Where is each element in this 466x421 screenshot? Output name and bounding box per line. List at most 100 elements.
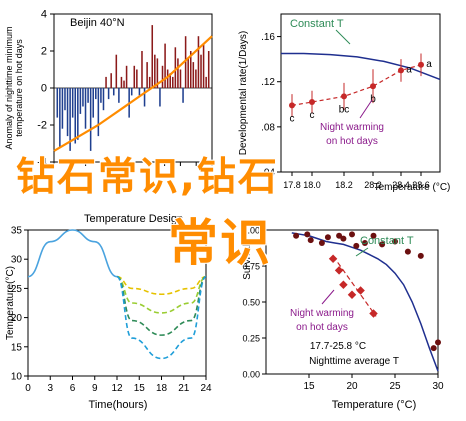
constant-curve	[291, 232, 439, 372]
data-point	[341, 93, 347, 100]
anomaly-bar	[187, 58, 189, 88]
x-tick-label: 17.8	[283, 180, 301, 190]
point-letter: bc	[339, 104, 350, 115]
x-tick-label: 18	[156, 383, 168, 394]
watermark-line2: 常识	[168, 214, 272, 272]
anomaly-bar	[192, 62, 195, 88]
y-tick-label: 0	[41, 83, 47, 95]
range-label: 17.7-25.8 °C	[310, 341, 366, 352]
x-tick-label: 20	[346, 381, 358, 392]
constant-point	[349, 231, 355, 238]
x-tick-label: 18.0	[303, 180, 321, 190]
y-tick-label: .08	[261, 122, 275, 133]
anomaly-bar	[120, 76, 123, 88]
anomaly-bar	[56, 88, 59, 118]
x-tick-label: 21	[178, 383, 190, 394]
x-tick-label: 12	[111, 383, 123, 394]
anomaly-bar	[189, 51, 192, 88]
y-tick-label: -2	[37, 120, 47, 132]
anomaly-bar	[92, 88, 94, 118]
anomaly-bar	[164, 43, 166, 88]
night-arrow	[359, 99, 373, 119]
data-point	[309, 99, 315, 106]
y-tick-label: 0.75	[242, 262, 260, 272]
constant-label: Constant T	[360, 235, 414, 247]
anomaly-bar	[205, 76, 207, 88]
anomaly-bar	[66, 88, 69, 137]
y-tick-label: 30	[11, 255, 23, 266]
constant-arrow	[335, 29, 351, 45]
point-letter: c	[290, 113, 295, 124]
anomaly-bar	[182, 88, 184, 103]
x-tick-label: 18.2	[335, 180, 353, 190]
night-point	[339, 280, 348, 289]
anomaly-bar	[207, 51, 210, 88]
anomaly-bar	[133, 65, 136, 88]
night-curve	[116, 275, 207, 296]
x-tick-label: 28.2	[364, 180, 382, 190]
average-label: Nighttime average T	[309, 356, 399, 367]
anomaly-bar	[166, 69, 169, 88]
y-tick-label: 1.00	[242, 226, 260, 236]
anomaly-bar	[102, 88, 105, 111]
x-tick-label: 3	[47, 383, 53, 394]
constant-point	[336, 232, 343, 239]
constant-point	[307, 237, 314, 244]
night-curve	[116, 275, 207, 336]
y-tick-label: 0.00	[242, 370, 260, 380]
y-tick-label: .16	[261, 32, 275, 43]
point-letter: b	[370, 94, 376, 105]
night-point	[356, 286, 365, 295]
anomaly-bar	[61, 88, 64, 129]
chart-title: Beijin 40°N	[70, 17, 125, 29]
night-point	[369, 309, 378, 318]
anomaly-bar	[141, 51, 143, 88]
y-tick-label: 15	[11, 342, 23, 353]
night-label-1: Night warming	[290, 308, 354, 319]
plot-frame	[280, 13, 441, 173]
constant-point	[417, 252, 424, 259]
anomaly-bar	[202, 43, 205, 88]
anomaly-bar	[174, 47, 177, 88]
watermark-line1: 钻石常识,钻石	[16, 155, 279, 200]
anomaly-bar	[59, 88, 61, 148]
anomaly-bar	[184, 36, 187, 88]
constant-point	[293, 232, 300, 239]
x-tick-label: 15	[303, 381, 315, 392]
data-point	[398, 67, 404, 74]
point-letter: c	[310, 110, 315, 121]
constant-point	[392, 238, 398, 245]
y-axis-label: Survival	[242, 244, 253, 280]
anomaly-bar	[97, 88, 100, 137]
night-point	[328, 254, 338, 264]
anomaly-bar	[95, 88, 97, 100]
x-tick-label: 28.4	[392, 180, 410, 190]
anomaly-bar	[169, 73, 171, 88]
anomaly-bar	[136, 69, 138, 88]
anomaly-bar	[123, 80, 125, 88]
anomaly-bar	[89, 88, 92, 151]
y-tick-label: .04	[261, 168, 275, 179]
data-point	[289, 102, 295, 109]
anomaly-bar	[74, 88, 77, 144]
constant-point	[379, 241, 386, 248]
night-arrow	[321, 289, 335, 305]
x-tick-label: 24	[200, 383, 212, 394]
y-axis-label-line2: temperature on hot days	[14, 39, 24, 137]
night-line	[291, 64, 422, 107]
anomaly-bar	[115, 54, 118, 88]
y-tick-label: 35	[11, 226, 23, 237]
anomaly-bar	[172, 76, 174, 88]
constant-point	[361, 239, 368, 246]
day-curve	[27, 229, 118, 278]
anomaly-bar	[77, 88, 79, 140]
night-label-2: on hot days	[296, 322, 348, 333]
anomaly-bar	[179, 69, 182, 88]
y-tick-label: 4	[41, 9, 47, 21]
data-point	[370, 83, 376, 90]
x-tick-label: 6	[70, 383, 76, 394]
y-tick-label: 20	[11, 313, 23, 324]
anomaly-bar	[110, 73, 112, 88]
constant-point	[370, 232, 377, 239]
